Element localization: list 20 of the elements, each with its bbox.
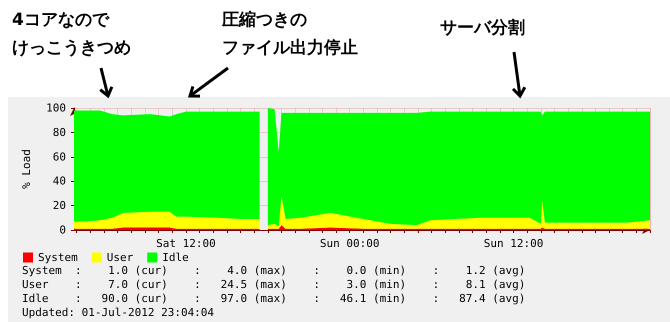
text: Idle : 90.0 (cur) : 97.0 (max) : 46.1 (min) : 87.4 (avg) — [22, 292, 526, 305]
legend-label: System — [38, 251, 78, 264]
y-tick-label: 80 — [52, 126, 66, 139]
text: 4コアなのでけっこうきつめ — [12, 9, 131, 60]
x-tick-label: Sat 12:00 — [156, 237, 216, 250]
text: 圧縮つきのファイル出力停止 — [222, 9, 358, 60]
legend-label: User — [106, 251, 134, 264]
x-tick-label: Sun 00:00 — [320, 237, 380, 250]
y-tick-label: 100 — [46, 102, 66, 114]
text: User : 7.0 (cur) : 24.5 (max) : 3.0 (min) : 8.1 (avg) — [22, 278, 526, 291]
text: サーバ分割 — [440, 17, 525, 40]
text: System : 1.0 (cur) : 4.0 (max) : 0.0 (min) : 1.2 (avg) — [22, 264, 526, 277]
y-tick-label: 60 — [52, 150, 66, 164]
y-tick-label: 40 — [52, 174, 66, 188]
x-tick-label: Sun 12:00 — [484, 237, 544, 250]
y-tick-label: 20 — [52, 199, 66, 212]
y-tick-label: 0 — [59, 224, 66, 236]
y-axis-title: % Load — [20, 149, 33, 189]
legend-label: Idle — [162, 251, 189, 264]
text: Updated: 01-Jul-2012 23:04:04 — [22, 306, 214, 319]
